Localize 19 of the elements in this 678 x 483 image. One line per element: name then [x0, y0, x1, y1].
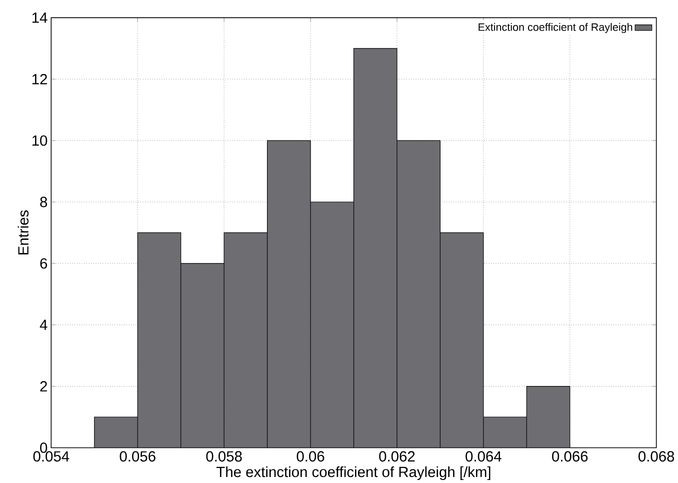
y-tick-label: 14 [32, 12, 48, 23]
y-tick-label: 4 [40, 320, 48, 330]
y-tick-label: 10 [32, 135, 48, 146]
y-tick-label: 8 [40, 196, 48, 208]
y-tick-label: 2 [40, 380, 47, 392]
x-tick-label: 0.066 [552, 451, 588, 462]
x-tick-label: 0.056 [120, 451, 156, 462]
y-tick-label: 6 [40, 258, 48, 268]
x-tick-label: 0.062 [379, 451, 415, 462]
x-axis-title: The extinction coefficient of Rayleigh [/km] [216, 466, 490, 480]
x-tick-label: 0.058 [206, 451, 242, 462]
legend-label: Extinction coefficient of Rayleigh [478, 22, 632, 33]
y-axis-title: Entries [18, 210, 29, 254]
x-tick-label: 0.068 [638, 451, 674, 462]
x-tick-label: 0.06 [296, 451, 324, 462]
x-tick-label: 0.064 [466, 451, 502, 462]
x-tick-label: 0.054 [33, 451, 70, 462]
y-tick-label: 12 [32, 74, 47, 84]
y-tick-label: 0 [40, 442, 48, 453]
